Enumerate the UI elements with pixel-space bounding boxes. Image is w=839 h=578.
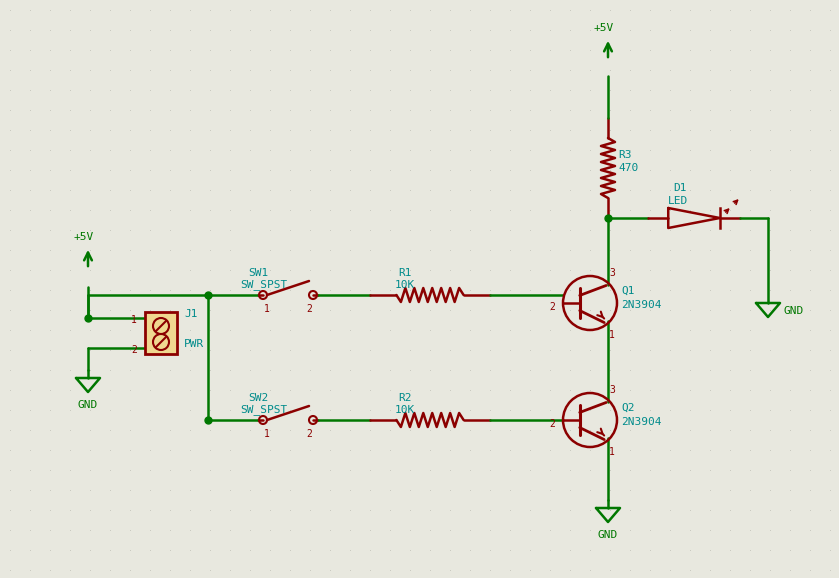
Text: 2N3904: 2N3904 <box>621 417 661 427</box>
Text: R3: R3 <box>618 150 632 160</box>
Text: SW_SPST: SW_SPST <box>240 280 287 291</box>
Text: 10K: 10K <box>395 405 415 415</box>
Text: SW_SPST: SW_SPST <box>240 405 287 416</box>
FancyBboxPatch shape <box>145 312 177 354</box>
Text: 1: 1 <box>609 447 615 457</box>
Text: 10K: 10K <box>395 280 415 290</box>
Text: PWR: PWR <box>184 339 204 349</box>
Text: 470: 470 <box>618 163 638 173</box>
Text: SW2: SW2 <box>248 393 268 403</box>
Text: 2N3904: 2N3904 <box>621 300 661 310</box>
Text: +5V: +5V <box>594 23 614 33</box>
Text: 3: 3 <box>609 385 615 395</box>
Text: 2: 2 <box>131 345 137 355</box>
Text: 1: 1 <box>609 330 615 340</box>
Text: 1: 1 <box>264 304 270 314</box>
Text: LED: LED <box>668 196 688 206</box>
Text: GND: GND <box>784 306 805 316</box>
Text: SW1: SW1 <box>248 268 268 278</box>
Text: 1: 1 <box>131 315 137 325</box>
Text: +5V: +5V <box>74 232 94 242</box>
Text: R1: R1 <box>398 268 411 278</box>
Text: D1: D1 <box>673 183 686 193</box>
Text: 1: 1 <box>264 429 270 439</box>
Text: 2: 2 <box>306 429 312 439</box>
Text: 2: 2 <box>549 419 555 429</box>
Text: GND: GND <box>78 400 98 410</box>
Text: J1: J1 <box>184 309 197 319</box>
Text: 2: 2 <box>306 304 312 314</box>
Text: Q2: Q2 <box>621 403 634 413</box>
Text: R2: R2 <box>398 393 411 403</box>
Text: Q1: Q1 <box>621 286 634 296</box>
Text: GND: GND <box>598 530 618 540</box>
Text: 2: 2 <box>549 302 555 312</box>
Text: 3: 3 <box>609 268 615 278</box>
